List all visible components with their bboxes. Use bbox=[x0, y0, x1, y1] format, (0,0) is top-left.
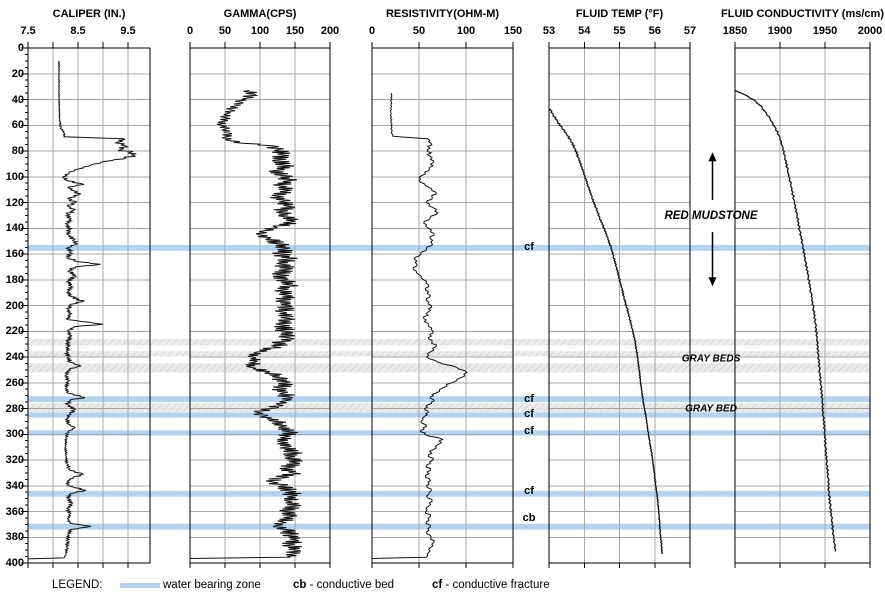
depth-label: 240 bbox=[5, 351, 24, 363]
scale-label-fluid_temp: 53 bbox=[542, 25, 556, 37]
scale-label-gamma: 0 bbox=[186, 25, 194, 37]
track-border bbox=[734, 47, 871, 564]
log-curve-resistivity bbox=[371, 92, 468, 559]
cf-annotation: cf bbox=[524, 425, 534, 438]
scale-label-caliper: 9.5 bbox=[120, 25, 136, 37]
cf-annotation: cf bbox=[524, 240, 534, 253]
log-curve-fluid_temp bbox=[549, 108, 663, 554]
track-title-resistivity: RESISTIVITY(OHM-M) bbox=[385, 8, 500, 20]
depth-label: 160 bbox=[5, 248, 24, 260]
depth-label: 140 bbox=[5, 222, 24, 235]
water-bearing-zone-band bbox=[28, 490, 870, 497]
log-curve-caliper bbox=[27, 60, 137, 560]
depth-label: 360 bbox=[5, 505, 24, 518]
track-border bbox=[371, 47, 514, 564]
depth-label: 20 bbox=[11, 67, 24, 80]
depth-label: 260 bbox=[5, 376, 24, 389]
depth-label: 280 bbox=[5, 402, 24, 415]
gray-bed-band bbox=[28, 351, 870, 357]
depth-label: 200 bbox=[5, 299, 24, 312]
depth-label: 120 bbox=[5, 196, 24, 209]
scale-label-fluid_conductivity: 1850 bbox=[722, 25, 748, 37]
gray-bed-band bbox=[28, 403, 870, 412]
formation-label-gray-bed: GRAY BED bbox=[685, 403, 737, 414]
scale-label-resistivity: 150 bbox=[503, 25, 523, 37]
scale-label-resistivity: 0 bbox=[368, 25, 376, 37]
scale-label-caliper: 8.5 bbox=[70, 25, 86, 37]
log-curve-gamma bbox=[189, 90, 303, 559]
scale-label-gamma: 50 bbox=[218, 25, 232, 37]
gray-bed-band bbox=[28, 363, 870, 373]
formation-label-red-mudstone: RED MUDSTONE bbox=[664, 210, 758, 223]
cf-annotation: cf bbox=[524, 484, 534, 497]
cf-annotation: cf bbox=[524, 408, 534, 421]
gray-bed-band bbox=[28, 338, 870, 346]
depth-label: 100 bbox=[5, 170, 24, 183]
depth-label: 300 bbox=[5, 428, 24, 441]
scale-label-gamma: 150 bbox=[285, 25, 305, 37]
scale-label-fluid_temp: 57 bbox=[683, 25, 697, 37]
legend-cb-text: - conductive bed bbox=[306, 579, 395, 591]
scale-label-fluid_temp: 55 bbox=[613, 25, 626, 37]
cf-annotation: cf bbox=[524, 392, 534, 405]
scale-label-gamma: 100 bbox=[250, 25, 270, 37]
depth-label: 40 bbox=[11, 93, 24, 106]
scale-label-fluid_temp: 56 bbox=[648, 25, 661, 37]
depth-label: 0 bbox=[17, 42, 24, 54]
legend-conductive-bed: cb - conductive bed bbox=[293, 579, 394, 591]
down-arrow-head bbox=[708, 277, 717, 287]
legend-title: LEGEND: bbox=[52, 579, 103, 591]
track-title-fluid_conductivity: FLUID CONDUCTIVITY (ms/cm) bbox=[721, 8, 884, 20]
water-bearing-zone-swatch bbox=[120, 583, 160, 588]
scale-label-fluid_conductivity: 1950 bbox=[812, 25, 838, 37]
depth-label: 400 bbox=[5, 557, 24, 569]
legend-water-bearing-zone: water bearing zone bbox=[163, 579, 261, 591]
track-title-fluid_temp: FLUID TEMP (°F) bbox=[575, 8, 664, 20]
log-curve-fluid_conductivity bbox=[734, 89, 837, 552]
water-bearing-zone-band bbox=[28, 412, 870, 418]
track-title-gamma: GAMMA(CPS) bbox=[223, 8, 297, 20]
depth-label: 180 bbox=[5, 273, 24, 286]
legend-cb-abbr: cb bbox=[293, 579, 307, 591]
depth-label: 320 bbox=[5, 454, 24, 466]
formation-label-gray-beds: GRAY BEDS bbox=[681, 353, 741, 365]
scale-label-caliper: 7.5 bbox=[20, 25, 36, 37]
cb-annotation: cb bbox=[522, 511, 536, 524]
scale-label-fluid_temp: 54 bbox=[578, 25, 591, 37]
water-bearing-zone-band bbox=[28, 396, 870, 403]
legend-conductive-fracture: cf - conductive fracture bbox=[432, 579, 550, 591]
depth-label: 60 bbox=[11, 119, 24, 132]
up-arrow-head bbox=[708, 152, 717, 162]
legend-cf-text: - conductive fracture bbox=[442, 579, 550, 591]
depth-label: 380 bbox=[5, 531, 24, 544]
water-bearing-zone-band bbox=[28, 523, 870, 530]
water-bearing-zone-band bbox=[28, 430, 870, 436]
scale-label-resistivity: 50 bbox=[412, 25, 426, 37]
legend-cf-abbr: cf bbox=[432, 579, 443, 591]
scale-label-fluid_conductivity: 1900 bbox=[767, 25, 793, 37]
scale-label-gamma: 200 bbox=[320, 25, 340, 37]
scale-label-resistivity: 100 bbox=[456, 25, 476, 37]
scale-label-fluid_conductivity: 2000 bbox=[857, 25, 883, 37]
depth-label: 340 bbox=[5, 479, 24, 492]
depth-label: 220 bbox=[5, 325, 24, 338]
water-bearing-zone-band bbox=[28, 244, 870, 251]
depth-label: 80 bbox=[11, 145, 24, 157]
track-title-caliper: CALIPER (IN.) bbox=[52, 8, 126, 20]
